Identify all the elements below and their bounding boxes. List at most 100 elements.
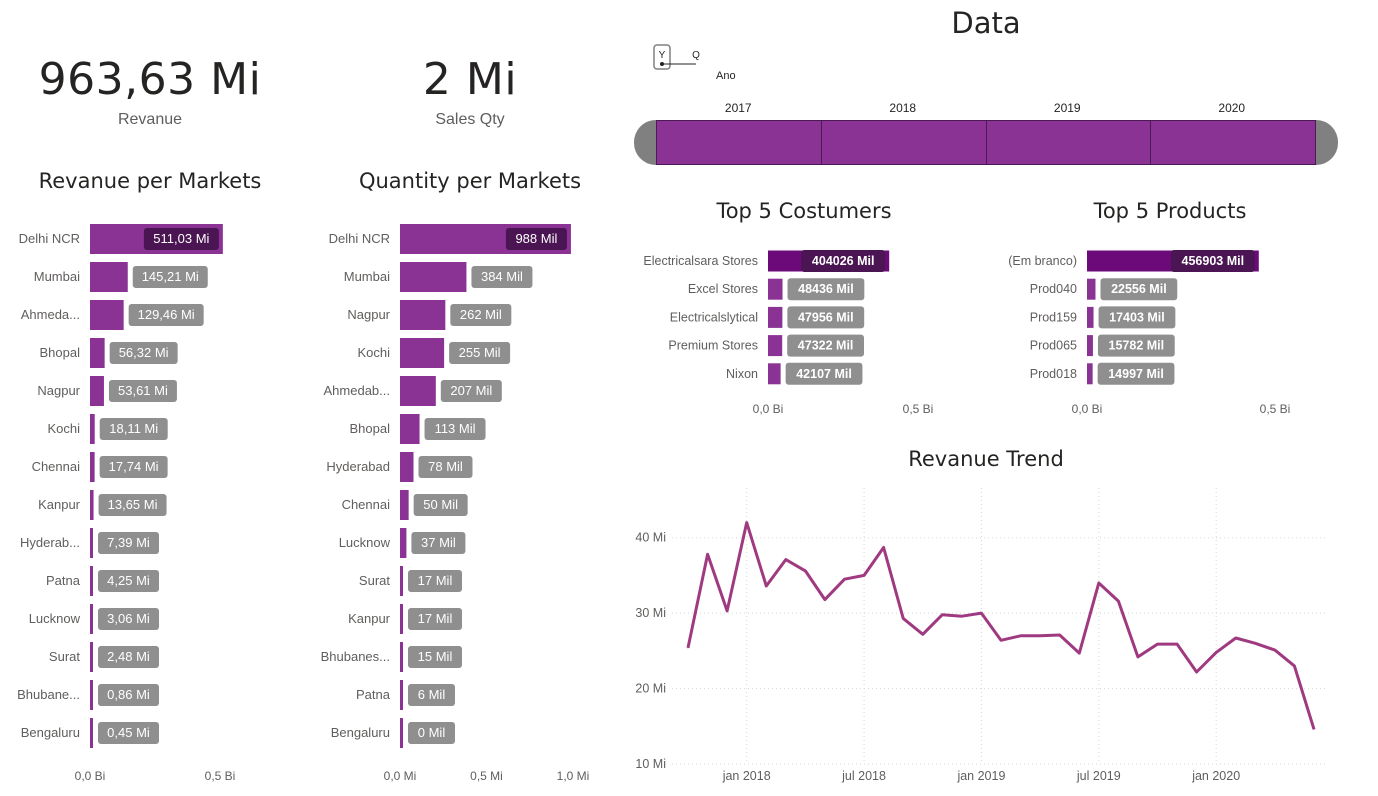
data-point: [1059, 634, 1061, 636]
data-label: 18,11 Mi: [109, 421, 158, 436]
top-products-title: Top 5 Products: [1093, 199, 1247, 223]
category-label: Lucknow: [339, 535, 391, 550]
data-label-bg: [408, 646, 462, 668]
bar: [90, 718, 93, 748]
data-point: [1196, 671, 1198, 673]
category-label: Mumbai: [344, 269, 390, 284]
timeline-slider[interactable]: [634, 120, 1338, 165]
top-products-chart[interactable]: (Em branco) 456903 Mil Prod040 22556 Mil Pro…: [990, 245, 1360, 425]
timeline-cell-2019[interactable]: [987, 121, 1152, 164]
data-point: [707, 553, 709, 555]
data-label-bg: [440, 380, 502, 402]
data-label: 7,39 Mi: [107, 535, 150, 550]
revenue-trend-chart[interactable]: 10 Mi 20 Mi 30 Mi 40 Mi jan 2018 jul 2018 jan …: [620, 480, 1340, 790]
data-label-bg: [408, 722, 455, 744]
bar: [90, 490, 94, 520]
category-label: Prod040: [1030, 282, 1077, 296]
data-label: 262 Mil: [460, 307, 502, 322]
category-label: Patna: [356, 687, 391, 702]
x-tick-label: jan 2018: [722, 769, 771, 783]
hierarchy-icon-q: Q: [692, 50, 700, 61]
data-point: [765, 585, 767, 587]
hierarchy-icon-frame: [653, 44, 671, 70]
bar: [90, 376, 104, 406]
category-label: Excel Stores: [688, 282, 758, 296]
bar: [768, 278, 783, 300]
category-label: (Em branco): [1008, 254, 1077, 268]
data-label-bg: [99, 418, 168, 440]
x-tick-label: 1,0 Mi: [557, 769, 590, 783]
category-label: Prod159: [1030, 310, 1077, 324]
category-label: Prod065: [1030, 339, 1077, 353]
data-label: 17 Mil: [418, 611, 453, 626]
quantity-markets-chart[interactable]: Delhi NCR 988 Mil Mumbai 384 Mil Nagpur 262 M…: [310, 215, 610, 790]
x-tick-label: 0,0 Bi: [1072, 402, 1103, 416]
data-label-bg: [98, 608, 159, 630]
data-label: 988 Mil: [515, 231, 557, 246]
data-label: 78 Mil: [428, 459, 463, 474]
data-label: 2,48 Mi: [107, 649, 150, 664]
data-label-bg: [99, 456, 168, 478]
data-label-bg: [98, 684, 159, 706]
quantity-markets-title: Quantity per Markets: [358, 169, 582, 193]
data-point: [746, 522, 748, 524]
x-tick-label: 0,5 Bi: [903, 402, 934, 416]
bar: [1087, 306, 1094, 328]
bar: [400, 262, 467, 292]
data-label-bg: [1098, 306, 1176, 329]
sales-qty-kpi-label: Sales Qty: [435, 111, 505, 128]
x-tick-label: 0,0 Mi: [384, 769, 417, 783]
data-label-bg: [787, 334, 864, 357]
category-label: Bhubanes...: [321, 649, 390, 664]
top-customers-title: Top 5 Costumers: [716, 199, 892, 223]
data-label: 17403 Mil: [1109, 310, 1165, 324]
data-label-bg: [450, 304, 512, 326]
data-label: 22556 Mil: [1111, 282, 1167, 296]
data-label: 129,46 Mi: [138, 307, 195, 322]
category-label: Prod018: [1030, 367, 1077, 381]
data-label: 13,65 Mi: [108, 497, 158, 512]
revenue-markets-chart[interactable]: Delhi NCR 511,03 Mi Mumbai 145,21 Mi Ahmeda.…: [0, 215, 300, 790]
data-label-bg: [143, 228, 219, 250]
bar: [1087, 363, 1093, 385]
hierarchy-icon-dot: [660, 62, 664, 66]
data-point: [863, 574, 865, 576]
timeline-cell-2018[interactable]: [822, 121, 987, 164]
x-tick-label: jan 2020: [1191, 769, 1240, 783]
data-label-bg: [98, 570, 159, 592]
revenue-markets-title: Revanue per Markets: [38, 169, 262, 193]
hierarchy-yq-icon[interactable]: Y Q: [652, 44, 704, 72]
bar: [400, 452, 414, 482]
data-point: [1235, 637, 1237, 639]
data-point: [961, 615, 963, 617]
category-label: Lucknow: [29, 611, 81, 626]
x-tick-label: jul 2019: [1076, 769, 1121, 783]
data-label-bg: [408, 608, 462, 630]
timeline-cell-2017[interactable]: [657, 121, 822, 164]
category-label: Bhopal: [40, 345, 81, 360]
data-label: 3,06 Mi: [107, 611, 150, 626]
data-point: [1313, 728, 1315, 730]
data-label: 113 Mil: [435, 421, 476, 436]
bar: [90, 604, 93, 634]
category-label: Delhi NCR: [19, 231, 80, 246]
data-label: 50 Mil: [423, 497, 458, 512]
data-point: [1157, 643, 1158, 645]
data-label: 0,86 Mi: [107, 687, 150, 702]
bar: [400, 338, 445, 368]
data-label: 37 Mil: [421, 535, 456, 550]
category-label: Bengaluru: [21, 725, 80, 740]
year-label-2017: 2017: [724, 101, 752, 115]
timeline-cell-2020[interactable]: [1151, 121, 1315, 164]
data-label-bg: [1097, 362, 1175, 385]
category-label: Mumbai: [34, 269, 80, 284]
data-point: [1215, 651, 1217, 653]
top-customers-chart[interactable]: Electricalsara Stores 404026 Mil Excel Sto…: [630, 245, 990, 425]
category-label: Nagpur: [37, 383, 80, 398]
data-label: 145,21 Mi: [142, 269, 199, 284]
category-label: Kanpur: [38, 497, 81, 512]
data-label-bg: [413, 494, 468, 516]
bar: [90, 680, 93, 710]
year-label-2019: 2019: [1053, 101, 1081, 115]
data-point: [1078, 652, 1080, 654]
